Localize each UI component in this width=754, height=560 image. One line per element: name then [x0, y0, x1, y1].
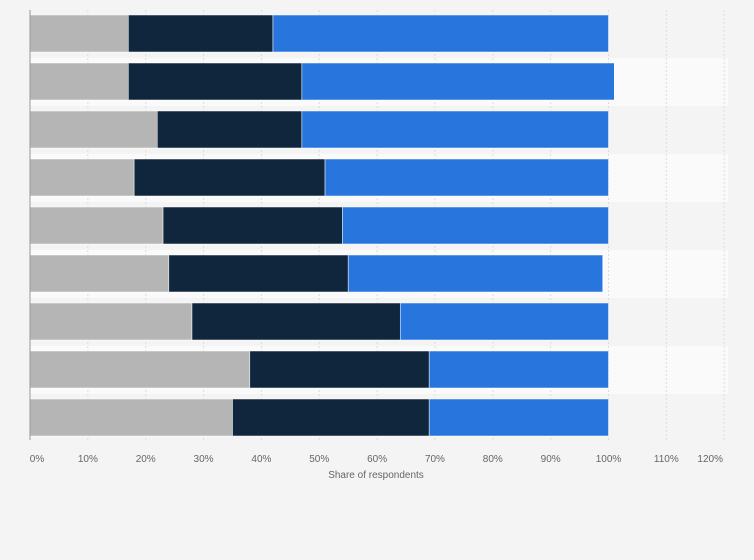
bar-segment[interactable] — [272, 14, 609, 53]
bar-segment[interactable] — [29, 62, 129, 101]
x-tick-label: 0% — [30, 454, 45, 465]
x-tick-label: 50% — [309, 454, 329, 465]
x-tick-label: 40% — [251, 454, 271, 465]
bar-segment[interactable] — [128, 14, 274, 53]
x-tick-label: 120% — [697, 454, 723, 465]
bar-segment[interactable] — [29, 254, 170, 293]
x-tick-label: 20% — [136, 454, 156, 465]
bar-segment[interactable] — [232, 398, 430, 437]
bar-segment[interactable] — [29, 206, 164, 245]
bar-segment[interactable] — [29, 350, 251, 389]
x-tick-label: 70% — [425, 454, 445, 465]
bar-segment[interactable] — [428, 398, 609, 437]
x-tick-label: 110% — [654, 454, 679, 465]
x-tick-label: 100% — [596, 454, 622, 465]
bar-segment[interactable] — [399, 302, 609, 341]
x-tick-label: 60% — [367, 454, 387, 465]
bar-segment[interactable] — [347, 254, 603, 293]
bar-segment[interactable] — [249, 350, 430, 389]
bar-segment[interactable] — [133, 158, 326, 197]
bar-segment[interactable] — [29, 158, 135, 197]
bar-segment[interactable] — [342, 206, 609, 245]
x-tick-label: 30% — [194, 454, 214, 465]
bar-segment[interactable] — [191, 302, 401, 341]
x-tick-labels: 0% 10% 20% 30% 40% 50% 60% 70% 80% 90% 100% 110% 120… — [30, 454, 723, 465]
bar-segment[interactable] — [301, 62, 615, 101]
bar-segment[interactable] — [29, 110, 158, 149]
bar-segment[interactable] — [428, 350, 609, 389]
bar-segment[interactable] — [128, 62, 303, 101]
bar-segment[interactable] — [168, 254, 349, 293]
x-axis-title: Share of respondents — [328, 470, 424, 481]
x-tick-label: 10% — [78, 454, 98, 465]
bar-segment[interactable] — [29, 14, 129, 53]
bar-segment[interactable] — [29, 398, 233, 437]
bar-segment[interactable] — [324, 158, 609, 197]
x-tick-label: 90% — [541, 454, 561, 465]
bar-segment[interactable] — [301, 110, 609, 149]
x-tick-label: 80% — [483, 454, 503, 465]
bar-segment[interactable] — [157, 110, 303, 149]
bars — [29, 14, 615, 437]
bar-segment[interactable] — [162, 206, 343, 245]
bar-segment[interactable] — [29, 302, 193, 341]
